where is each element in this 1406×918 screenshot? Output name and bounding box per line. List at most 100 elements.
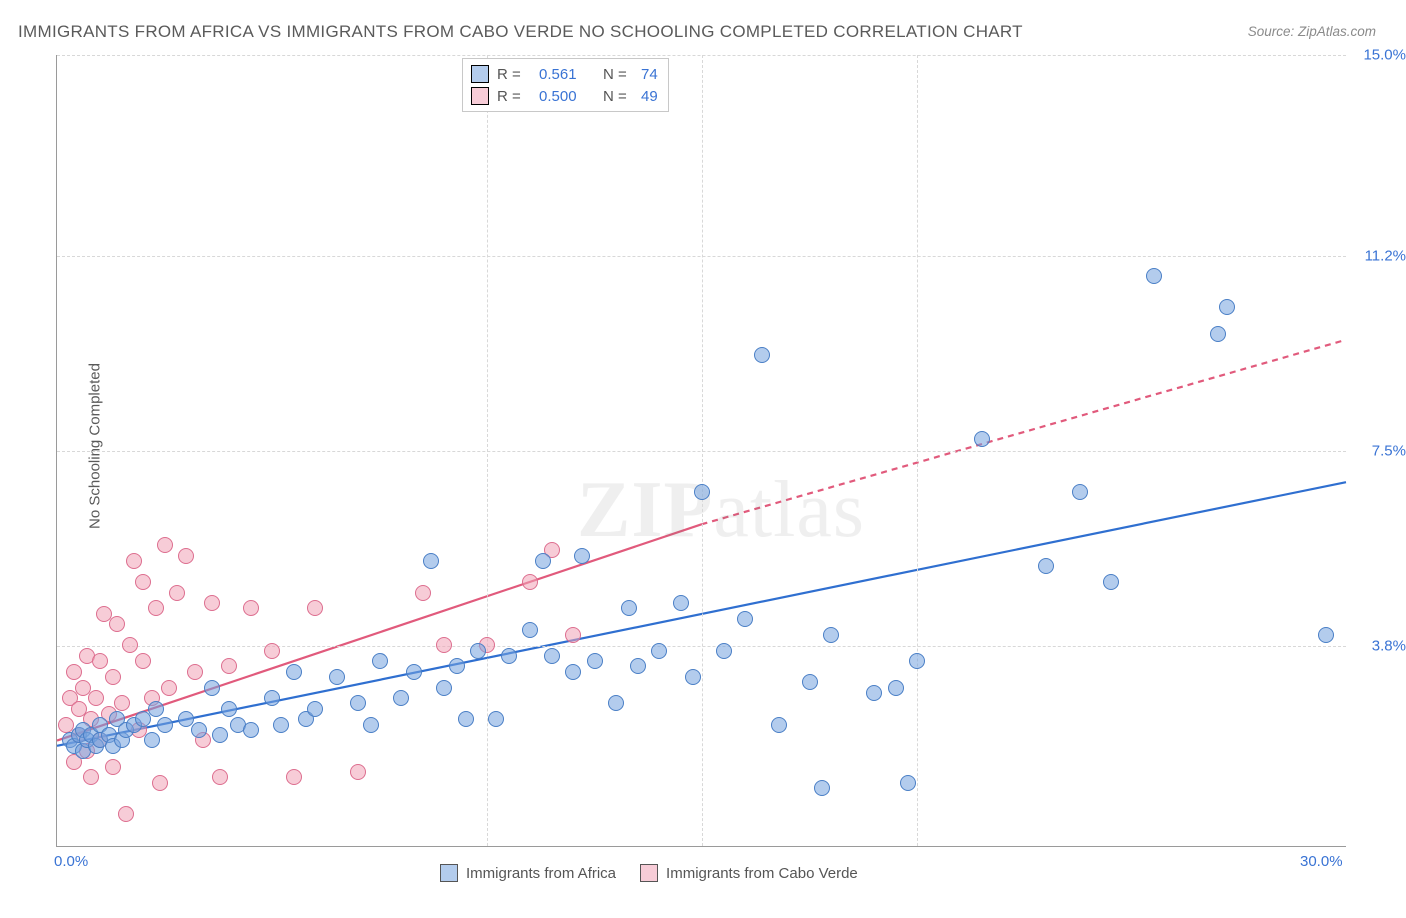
r-label: R = [497,66,531,83]
y-tick-label: 7.5% [1372,443,1406,460]
point-africa [1210,326,1226,342]
point-africa [329,669,345,685]
y-tick-label: 11.2% [1365,247,1406,264]
point-africa [716,643,732,659]
plot-area: ZIPatlas 3.8%7.5%11.2%15.0% [56,55,1346,847]
point-cabo-verde [178,548,194,564]
point-africa [1038,558,1054,574]
point-africa [212,727,228,743]
point-africa [148,701,164,717]
series-legend: Immigrants from Africa Immigrants from Ca… [440,864,858,882]
point-cabo-verde [264,643,280,659]
r-label: R = [497,88,531,105]
point-africa [264,690,280,706]
point-africa [974,431,990,447]
point-africa [544,648,560,664]
point-cabo-verde [169,585,185,601]
r-value: 0.561 [539,66,595,83]
point-cabo-verde [204,595,220,611]
point-africa [565,664,581,680]
point-cabo-verde [88,690,104,706]
point-africa [470,643,486,659]
point-africa [888,680,904,696]
point-africa [393,690,409,706]
legend-stat-row: R = 0.561 N = 74 [471,63,658,85]
y-tick-label: 15.0% [1363,47,1406,64]
n-value: 74 [641,66,658,83]
point-cabo-verde [243,600,259,616]
legend-swatch [471,65,489,83]
point-africa [273,717,289,733]
point-africa [449,658,465,674]
legend-item: Immigrants from Africa [440,864,616,882]
legend-stat-row: R =0.500N =49 [471,85,658,107]
point-cabo-verde [187,664,203,680]
point-cabo-verde [161,680,177,696]
point-africa [372,653,388,669]
point-africa [771,717,787,733]
point-africa [814,780,830,796]
point-africa [144,732,160,748]
point-africa [900,775,916,791]
point-africa [866,685,882,701]
gridline-v [487,55,488,846]
legend-item: Immigrants from Cabo Verde [640,864,858,882]
source-label: Source: ZipAtlas.com [1248,24,1376,39]
x-tick-min: 0.0% [54,853,88,918]
point-africa [423,553,439,569]
point-africa [685,669,701,685]
point-cabo-verde [307,600,323,616]
point-africa [221,701,237,717]
point-africa [1318,627,1334,643]
legend-label: Immigrants from Cabo Verde [666,865,858,882]
point-africa [135,711,151,727]
legend-label: Immigrants from Africa [466,865,616,882]
point-africa [1072,484,1088,500]
point-africa [754,347,770,363]
point-africa [1219,299,1235,315]
point-africa [363,717,379,733]
point-cabo-verde [157,537,173,553]
point-cabo-verde [152,775,168,791]
point-africa [535,553,551,569]
point-cabo-verde [135,574,151,590]
point-cabo-verde [436,637,452,653]
point-cabo-verde [109,616,125,632]
point-africa [406,664,422,680]
point-cabo-verde [114,695,130,711]
point-africa [1146,268,1162,284]
point-africa [350,695,366,711]
n-label: N = [603,88,633,105]
legend-swatch [471,87,489,105]
point-africa [587,653,603,669]
point-cabo-verde [148,600,164,616]
point-cabo-verde [83,769,99,785]
gridline-v [917,55,918,846]
point-africa [823,627,839,643]
point-cabo-verde [126,553,142,569]
point-africa [436,680,452,696]
point-cabo-verde [565,627,581,643]
point-africa [651,643,667,659]
point-africa [458,711,474,727]
point-africa [694,484,710,500]
point-cabo-verde [122,637,138,653]
point-cabo-verde [415,585,431,601]
y-tick-label: 3.8% [1372,638,1406,655]
point-cabo-verde [350,764,366,780]
point-africa [286,664,302,680]
point-africa [307,701,323,717]
r-value: 0.500 [539,88,595,105]
point-africa [157,717,173,733]
point-cabo-verde [135,653,151,669]
point-africa [243,722,259,738]
point-cabo-verde [118,806,134,822]
chart-title: IMMIGRANTS FROM AFRICA VS IMMIGRANTS FRO… [18,22,1023,42]
gridline-v [702,55,703,846]
n-label: N = [603,66,633,83]
point-cabo-verde [221,658,237,674]
point-africa [608,695,624,711]
x-tick-max: 30.0% [1300,853,1406,918]
point-africa [191,722,207,738]
point-cabo-verde [92,653,108,669]
